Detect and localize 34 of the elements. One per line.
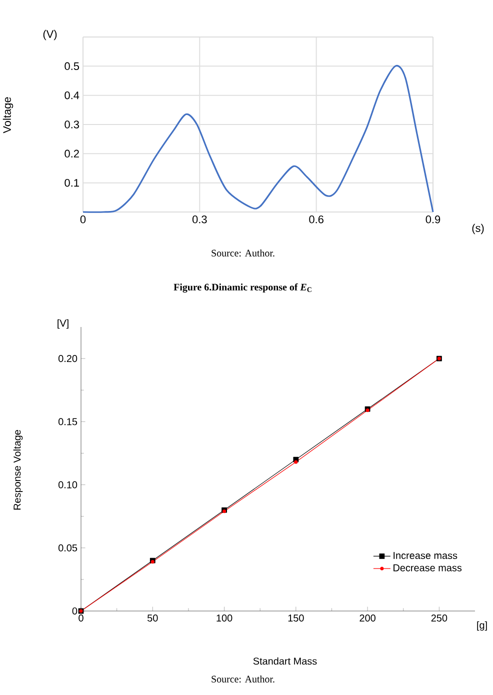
x-tick-label: 0.3 bbox=[192, 216, 207, 224]
line-series bbox=[82, 65, 434, 213]
y-tick-label: 0.5 bbox=[64, 62, 80, 70]
x-tick-label: 250 bbox=[431, 614, 448, 622]
y-tick-label: 0.1 bbox=[64, 178, 79, 187]
y-tick-label: 0.10 bbox=[58, 481, 78, 488]
y-axis-title: Voltage bbox=[2, 97, 14, 134]
source-note: Source: Author. bbox=[212, 675, 274, 683]
legend-label: Increase mass bbox=[394, 552, 458, 559]
x-axis-title: Standart Mass bbox=[253, 657, 317, 665]
x-tick-label: 0 bbox=[80, 216, 86, 224]
text: (V) bbox=[43, 30, 57, 40]
text: [V] bbox=[58, 319, 68, 329]
y-tick-label: 0.15 bbox=[58, 418, 78, 426]
text: [g] bbox=[477, 621, 487, 631]
x-tick-label: 0.9 bbox=[426, 216, 440, 224]
source-note: Source: Author. bbox=[212, 249, 274, 257]
y-tick-label: 0.3 bbox=[64, 120, 79, 128]
x-tick-label: 150 bbox=[288, 614, 304, 622]
legend-label: Decrease mass bbox=[394, 564, 462, 572]
y-tick-label: 0 bbox=[72, 607, 78, 615]
x-tick-label: 100 bbox=[216, 614, 232, 622]
x-tick-label: 50 bbox=[148, 614, 158, 622]
x-tick-label: 200 bbox=[360, 614, 376, 622]
point bbox=[366, 408, 370, 412]
x-axis-title: (s) bbox=[472, 224, 484, 234]
caption: Figure 6.Dinamic response of E$_{C}$ bbox=[174, 283, 312, 293]
y-axis-title: Response Voltage bbox=[13, 430, 23, 510]
y-tick-label: 0.2 bbox=[64, 150, 79, 158]
y-tick-label: 0.05 bbox=[58, 544, 78, 552]
y-tick-label: 0.20 bbox=[58, 355, 78, 362]
point bbox=[294, 460, 298, 464]
x-tick-label: 0.6 bbox=[309, 216, 324, 224]
y-tick-label: 0.4 bbox=[64, 91, 80, 100]
